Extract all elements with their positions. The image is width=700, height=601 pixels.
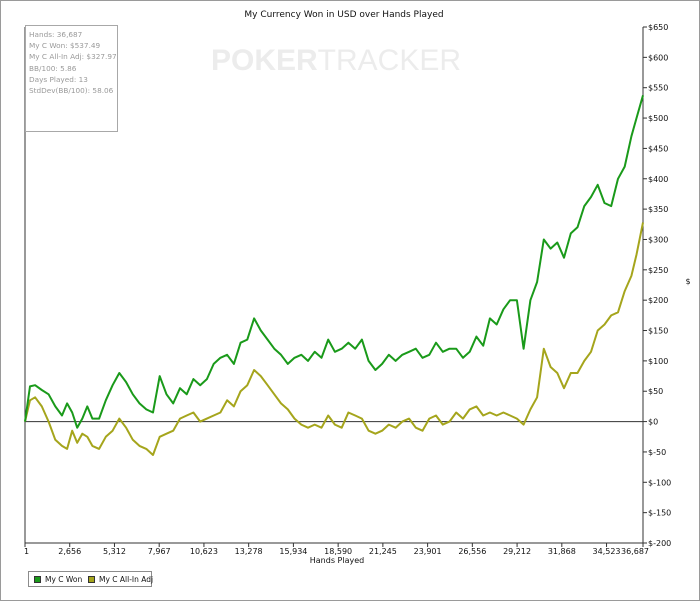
y-tick-label: $550 [648, 84, 668, 93]
y-tick-label: $200 [648, 296, 668, 305]
legend-label-adj: My C All-In Adj [99, 575, 154, 584]
x-tick-label: 18,590 [324, 547, 352, 556]
y-tick-label: $300 [648, 235, 668, 244]
x-tick-label: 36,687 [621, 547, 649, 556]
x-tick-label: 26,556 [458, 547, 486, 556]
x-tick-label: 10,623 [190, 547, 218, 556]
watermark-part2: TRACKER [318, 44, 461, 77]
x-tick-label: 1 [24, 547, 29, 556]
legend-item-adj[interactable]: My C All-In Adj [88, 575, 153, 585]
y-tick-label: $0 [648, 418, 658, 427]
x-tick-label: 21,245 [369, 547, 397, 556]
y-tick-label: $350 [648, 205, 668, 214]
y-tick-label: $450 [648, 144, 668, 153]
y-axis-label: $ [685, 277, 690, 286]
y-tick-label: $100 [648, 357, 668, 366]
legend-swatch-adj [88, 575, 95, 583]
stat-allin-adj: My C All-In Adj: $327.97 [29, 52, 117, 62]
y-tick-label: $-50 [648, 448, 666, 457]
legend-item-won[interactable]: My C Won [34, 575, 82, 585]
y-tick-label: $-150 [648, 509, 671, 518]
watermark-logo: POKERTRACKER [211, 44, 461, 77]
watermark-part1: POKER [211, 44, 318, 77]
stats-box: Hands: 36,687 My C Won: $537.49 My C All… [25, 25, 118, 132]
y-tick-label: $650 [648, 23, 668, 32]
stat-won: My C Won: $537.49 [29, 41, 101, 51]
stat-bb100: BB/100: 5.86 [29, 63, 77, 73]
legend-swatch-won [34, 575, 41, 583]
stat-days-played: Days Played: 13 [29, 74, 88, 84]
y-tick-label: $-100 [648, 478, 671, 487]
y-tick-label: $250 [648, 266, 668, 275]
x-tick-label: 29,212 [503, 547, 531, 556]
x-axis-label: Hands Played [310, 556, 364, 565]
y-tick-label: $150 [648, 327, 668, 336]
x-tick-label: 7,967 [148, 547, 171, 556]
y-tick-label: $-200 [648, 539, 671, 548]
stat-stddev: StdDev(BB/100): 58.06 [29, 86, 114, 96]
x-tick-label: 34,523 [593, 547, 621, 556]
series-line-adj [24, 222, 644, 456]
y-tick-label: $400 [648, 175, 668, 184]
series-line-won [24, 95, 644, 429]
y-tick-label: $50 [648, 387, 663, 396]
x-tick-label: 23,901 [414, 547, 442, 556]
chart-title: My Currency Won in USD over Hands Played [244, 10, 443, 20]
x-tick-label: 2,656 [58, 547, 81, 556]
x-tick-label: 5,312 [103, 547, 126, 556]
x-tick-label: 13,278 [235, 547, 263, 556]
stat-hands: Hands: 36,687 [29, 30, 83, 39]
plot-area: $-200 $-150 $-100 $-50 $0 $50 $100 $150 $200 $250… [24, 23, 671, 556]
legend-label-won: My C Won [45, 575, 83, 584]
x-tick-label: 31,868 [548, 547, 576, 556]
x-tick-label: 15,934 [279, 547, 307, 556]
y-tick-label: $600 [648, 53, 668, 62]
legend: My C Won My C All-In Adj [28, 571, 153, 587]
y-tick-label: $500 [648, 114, 668, 123]
